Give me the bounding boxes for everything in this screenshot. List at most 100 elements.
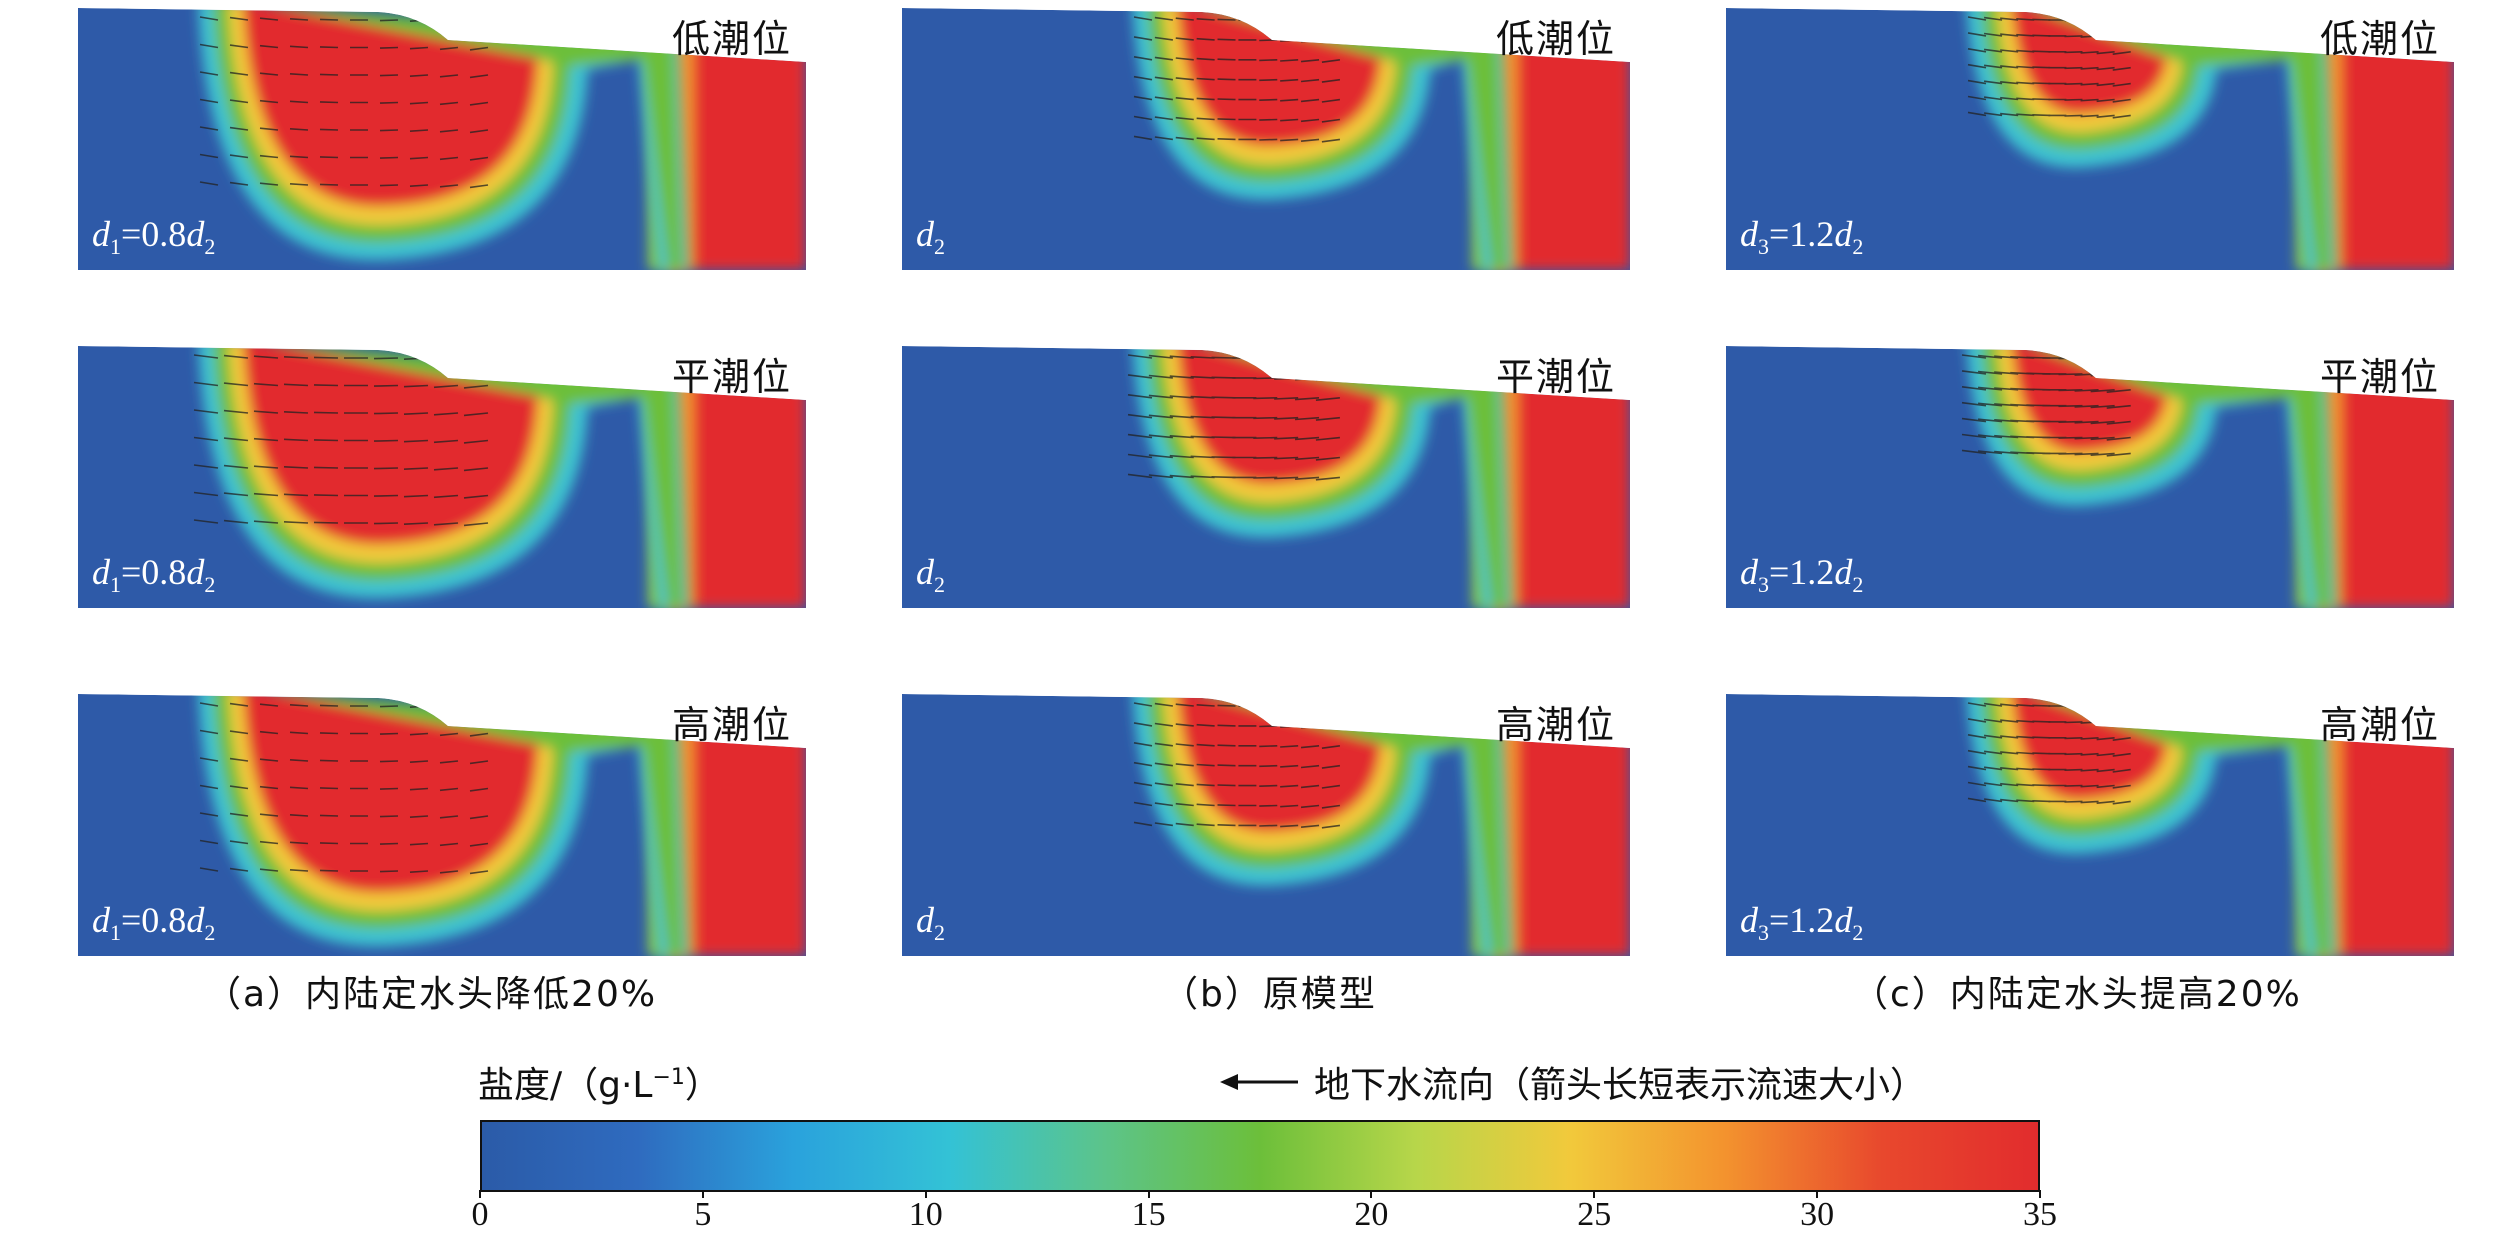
velocity-arrow <box>1175 783 1194 787</box>
velocity-arrow <box>1190 356 1215 359</box>
velocity-arrow <box>1169 435 1194 439</box>
velocity-arrow <box>2112 51 2131 55</box>
velocity-arrow <box>1967 749 1987 755</box>
velocity-arrow <box>193 354 219 359</box>
velocity-arrow <box>1169 355 1194 359</box>
velocity-arrow <box>313 356 339 359</box>
velocity-arrow <box>2080 82 2099 86</box>
depth-label-part: =0.8 <box>121 551 187 592</box>
velocity-arrow <box>2096 800 2115 804</box>
velocity-arrow <box>1190 395 1215 399</box>
velocity-arrow <box>259 868 279 872</box>
velocity-arrow <box>1983 32 2003 37</box>
velocity-arrow <box>1300 138 1320 142</box>
velocity-arrow <box>1211 456 1236 459</box>
velocity-arrow <box>2032 66 2051 69</box>
velocity-arrow <box>1175 136 1194 141</box>
velocity-arrow <box>2074 420 2099 424</box>
velocity-arrow <box>1280 745 1299 748</box>
velocity-arrow <box>1133 75 1153 81</box>
velocity-arrow <box>1127 433 1153 439</box>
velocity-arrow <box>2032 736 2051 739</box>
depth-label-part: 2 <box>1852 920 1864 945</box>
velocity-arrow <box>319 814 339 817</box>
depth-label-part: 2 <box>204 572 216 597</box>
depth-label: d3=1.2d2 <box>1740 899 1863 946</box>
velocity-arrow <box>1300 824 1320 828</box>
velocity-arrow <box>439 101 459 106</box>
velocity-arrow <box>223 492 249 497</box>
caption-b: （b）原模型 <box>1162 974 1377 1015</box>
colorbar-tick-label: 15 <box>1131 1196 1166 1233</box>
velocity-arrow <box>2000 33 2019 37</box>
velocity-arrow <box>1983 96 2003 101</box>
depth-label: d3=1.2d2 <box>1740 551 1863 598</box>
velocity-arrow <box>1321 784 1341 789</box>
velocity-arrow <box>2016 33 2035 37</box>
velocity-arrow <box>1154 136 1173 141</box>
velocity-arrow <box>289 100 309 104</box>
velocity-arrow <box>1190 435 1215 439</box>
velocity-arrow <box>1983 798 2003 803</box>
velocity-arrow <box>379 870 399 873</box>
colorbar-tick-label: 30 <box>1800 1196 1835 1233</box>
velocity-arrow <box>223 382 249 387</box>
tide-label: 高潮位 <box>2319 703 2440 747</box>
velocity-arrow <box>223 409 249 414</box>
velocity-arrow <box>1253 456 1278 459</box>
velocity-arrow <box>199 71 219 76</box>
velocity-arrow <box>1280 78 1299 82</box>
velocity-arrow <box>469 129 489 134</box>
depth-label-part: d <box>1740 551 1758 592</box>
velocity-arrow <box>1321 98 1341 103</box>
velocity-arrow <box>1133 702 1153 707</box>
velocity-arrow <box>1154 722 1173 727</box>
velocity-arrow <box>1169 415 1194 419</box>
velocity-arrow <box>2016 767 2035 771</box>
velocity-arrow <box>259 127 279 131</box>
velocity-arrow <box>1961 401 1987 407</box>
velocity-arrow <box>2032 82 2051 85</box>
tide-label: 低潮位 <box>2319 17 2440 61</box>
velocity-arrow <box>2064 66 2083 70</box>
velocity-arrow <box>2112 800 2131 805</box>
velocity-arrow <box>403 522 429 525</box>
velocity-arrow <box>289 841 309 845</box>
velocity-arrow <box>283 411 309 414</box>
velocity-arrow <box>2064 98 2083 101</box>
velocity-arrow <box>289 759 309 762</box>
velocity-arrow <box>1196 57 1215 61</box>
velocity-arrow <box>433 467 459 471</box>
velocity-arrow <box>1983 80 2003 85</box>
velocity-arrow <box>253 355 279 359</box>
velocity-arrow <box>259 703 279 707</box>
velocity-arrow <box>433 439 459 444</box>
velocity-arrow <box>313 521 339 524</box>
velocity-arrow <box>199 839 219 845</box>
velocity-arrow <box>1259 118 1278 121</box>
velocity-arrow <box>1148 374 1173 379</box>
left-arrow-icon <box>1220 1074 1298 1090</box>
velocity-arrow <box>2112 114 2131 119</box>
salinity-panel: 低潮位 d3=1.2d2 <box>1726 0 2454 270</box>
velocity-arrow <box>1321 78 1341 83</box>
velocity-arrow <box>439 184 459 188</box>
velocity-arrow <box>1133 36 1153 41</box>
velocity-arrow <box>469 101 489 106</box>
velocity-arrow <box>229 757 249 762</box>
velocity-arrow <box>1280 59 1299 62</box>
velocity-arrow <box>2064 51 2083 54</box>
velocity-arrow <box>223 354 249 359</box>
velocity-arrow <box>1259 804 1278 807</box>
velocity-arrow <box>373 467 399 470</box>
velocity-arrow <box>1154 36 1173 41</box>
velocity-arrow <box>2016 49 2035 53</box>
velocity-arrow <box>1315 436 1340 441</box>
velocity-arrow <box>193 491 219 497</box>
tide-label: 平潮位 <box>2319 355 2440 399</box>
velocity-arrow <box>373 439 399 442</box>
salinity-panel: 高潮位 d2 <box>902 686 1630 956</box>
velocity-arrow <box>1961 417 1987 423</box>
depth-label-part: d <box>92 899 110 940</box>
velocity-arrow <box>2032 18 2051 21</box>
